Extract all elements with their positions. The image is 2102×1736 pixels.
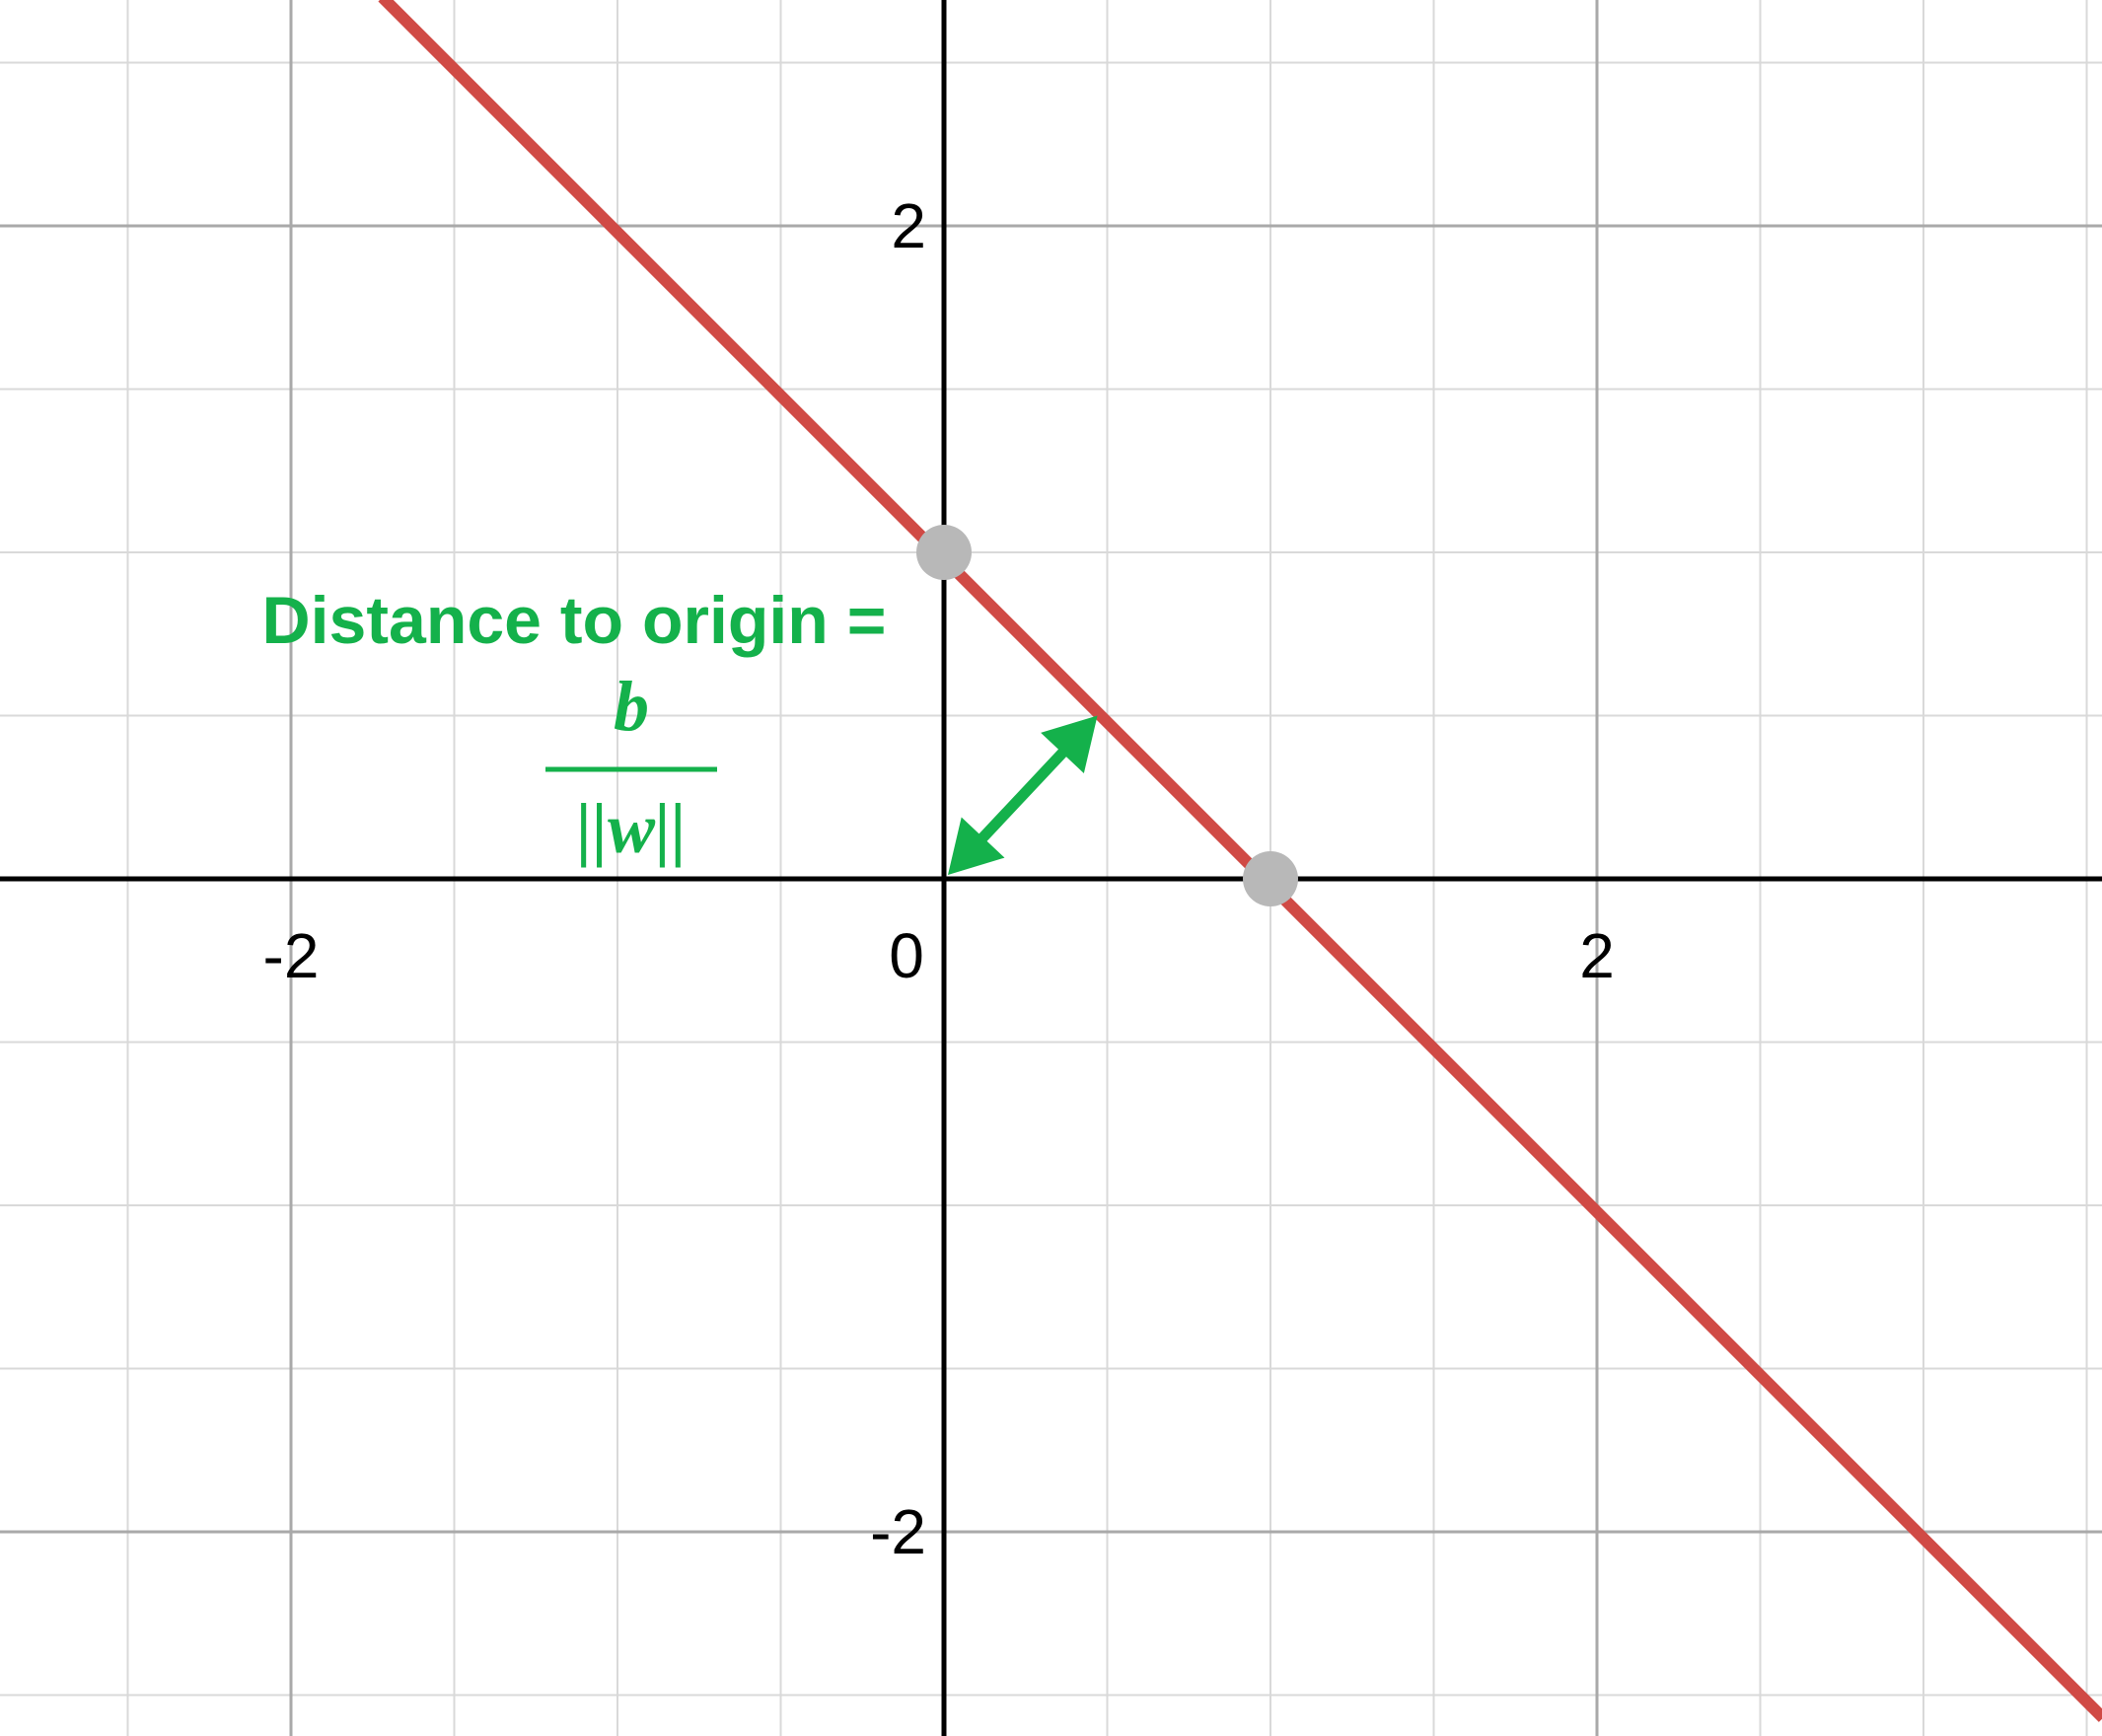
intercept-point — [1243, 851, 1298, 906]
y-tick-label: -2 — [870, 1496, 926, 1567]
distance-arrow — [948, 715, 1098, 875]
y-tick-label: 2 — [891, 190, 926, 261]
x-tick-label: 2 — [1579, 920, 1615, 991]
annotation-numerator: b — [614, 667, 649, 746]
intercept-point — [916, 525, 972, 580]
series-layer — [378, 0, 2102, 1722]
distance-annotation: Distance to origin = b ||w|| — [262, 583, 887, 868]
arrow-head-start — [948, 817, 1005, 875]
arrow-head-end — [1041, 715, 1098, 773]
annotation-denominator: ||w|| — [576, 789, 686, 868]
arrow-shaft — [972, 742, 1074, 849]
x-tick-label: 0 — [889, 920, 924, 991]
intercept-points — [916, 525, 1298, 906]
annotation-text: Distance to origin = — [262, 583, 887, 658]
decision-line — [378, 0, 2102, 1722]
tick-labels: -2 0 2 2 -2 — [263, 190, 1615, 1567]
x-tick-label: -2 — [263, 920, 320, 991]
